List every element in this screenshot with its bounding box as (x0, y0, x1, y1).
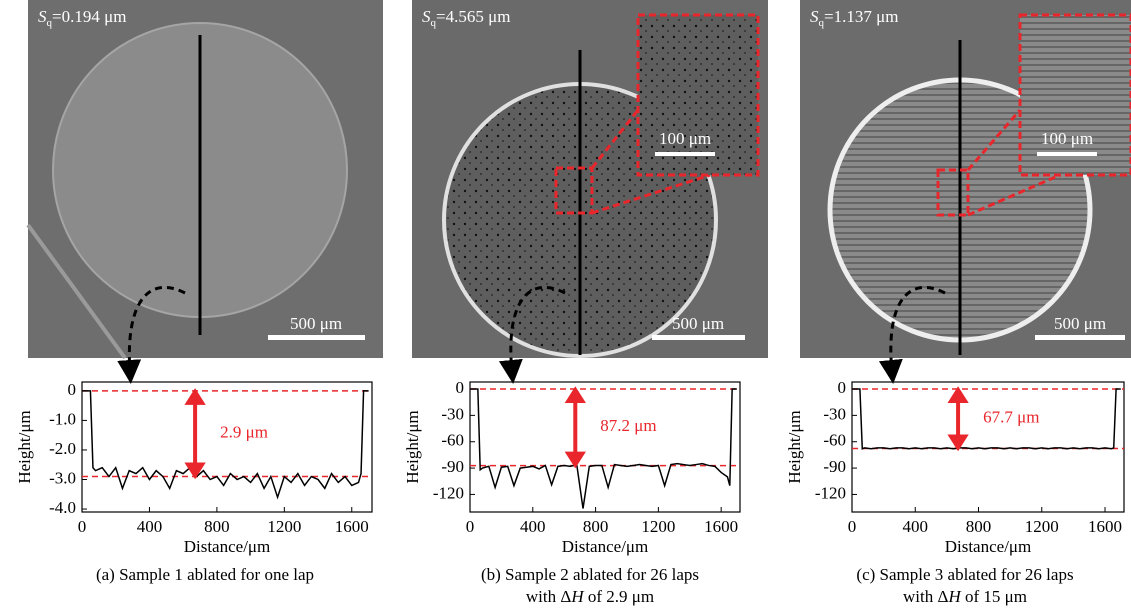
x-tick-label: 0 (466, 517, 475, 536)
scale-bar-label: 500 μm (1054, 314, 1106, 333)
x-tick-label: 1600 (1088, 517, 1122, 536)
profile-line (82, 391, 369, 497)
x-tick-label: 800 (204, 517, 230, 536)
y-tick-label: 0 (456, 378, 465, 397)
x-tick-label: 1200 (1025, 517, 1059, 536)
text-segment: (b) Sample 2 ablated for 26 laps (481, 565, 699, 584)
y-tick-label: -120 (815, 483, 846, 502)
y-tick-label: -1.0 (49, 409, 76, 428)
x-axis-title: Distance/μm (562, 537, 649, 556)
y-tick-label: -90 (823, 457, 846, 476)
y-tick-label: -120 (433, 483, 464, 502)
x-tick-label: 1600 (704, 517, 738, 536)
y-axis-title: Height/μm (403, 410, 422, 483)
text-segment: =1.137 μm (824, 7, 898, 26)
caption: with ΔH of 15 μm (903, 587, 1027, 606)
y-tick-label: -4.0 (49, 498, 76, 517)
x-tick-label: 1600 (335, 517, 369, 536)
x-tick-label: 1200 (641, 517, 675, 536)
roughness-label: Sq=4.565 μm (422, 7, 510, 29)
text-segment: with Δ (903, 587, 948, 606)
x-tick-label: 400 (903, 517, 929, 536)
y-tick-label: -2.0 (49, 439, 76, 458)
annotation: 2.9 μm (220, 423, 268, 442)
plot-frame (852, 382, 1124, 512)
x-tick-label: 400 (520, 517, 546, 536)
height-arrow (188, 392, 202, 476)
text-segment: =0.194 μm (52, 7, 126, 26)
x-tick-label: 1200 (267, 517, 301, 536)
x-tick-label: 800 (583, 517, 609, 536)
y-tick-label: -90 (441, 457, 464, 476)
caption: (b) Sample 2 ablated for 26 laps (481, 565, 699, 584)
text-segment: of 15 μm (961, 587, 1027, 606)
y-axis-title: Height/μm (785, 410, 804, 483)
x-tick-label: 0 (78, 517, 87, 536)
x-axis-title: Distance/μm (184, 537, 271, 556)
y-tick-label: -60 (441, 431, 464, 450)
text-segment: of 2.9 μm (584, 587, 655, 606)
annotation: 67.7 μm (983, 408, 1039, 427)
inset-scale-bar-label: 100 μm (659, 129, 711, 148)
y-tick-label: -30 (441, 404, 464, 423)
text-segment: (c) Sample 3 ablated for 26 laps (856, 565, 1073, 584)
caption: (c) Sample 3 ablated for 26 laps (856, 565, 1073, 584)
plot-frame (470, 382, 740, 512)
x-tick-label: 400 (137, 517, 163, 536)
caption: with ΔH of 2.9 μm (526, 587, 654, 606)
height-arrow (568, 390, 582, 465)
y-tick-label: -30 (823, 404, 846, 423)
caption: (a) Sample 1 ablated for one lap (96, 565, 314, 584)
y-tick-label: -3.0 (49, 468, 76, 487)
x-tick-label: 0 (848, 517, 857, 536)
y-tick-label: 0 (838, 378, 847, 397)
text-segment: with Δ (526, 587, 571, 606)
annotation: 87.2 μm (600, 416, 656, 435)
x-tick-label: 800 (966, 517, 992, 536)
y-axis-title: Height/μm (15, 410, 34, 483)
figure: Sq=0.194 μm 500 μm (a) Sample 1 ablated fo… (0, 0, 1131, 609)
y-tick-label: 0 (68, 380, 77, 399)
height-arrow (951, 390, 965, 447)
inset-scale-bar-label: 100 μm (1041, 129, 1093, 148)
roughness-label: Sq=1.137 μm (810, 7, 898, 29)
x-axis-title: Distance/μm (945, 537, 1032, 556)
scale-bar-label: 500 μm (290, 314, 342, 333)
text-segment: (a) Sample 1 ablated for one lap (96, 565, 314, 584)
y-tick-label: -60 (823, 431, 846, 450)
roughness-label: Sq=0.194 μm (38, 7, 126, 29)
plot-frame (82, 382, 372, 512)
scale-bar-label: 500 μm (672, 314, 724, 333)
text-segment: =4.565 μm (436, 7, 510, 26)
profile-line (470, 389, 737, 508)
